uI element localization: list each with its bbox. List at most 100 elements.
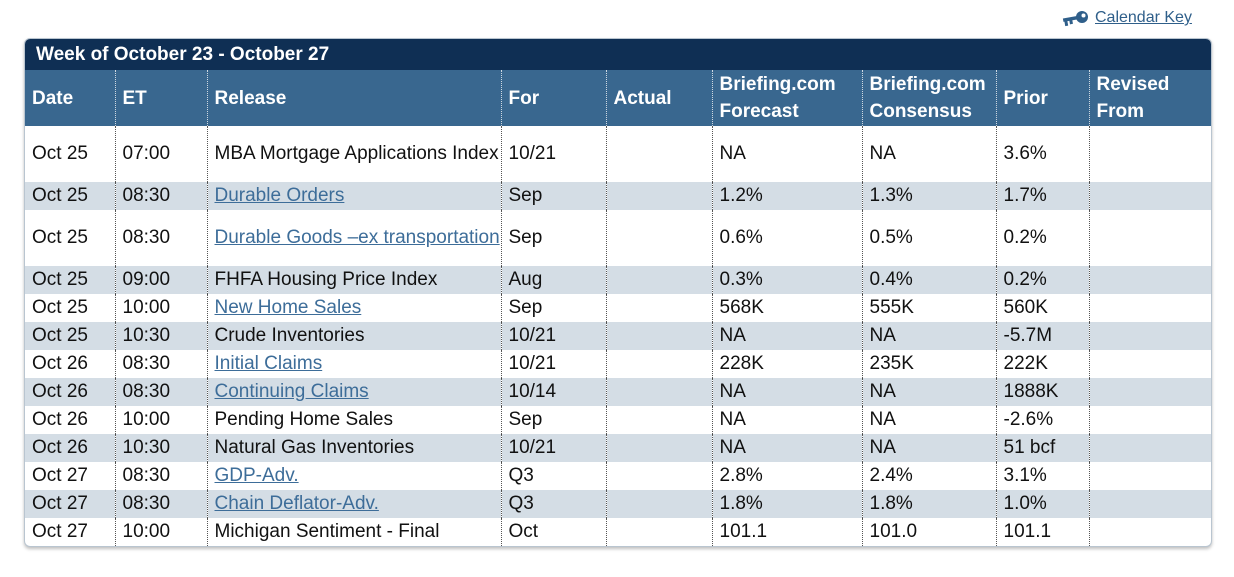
calendar-key-link[interactable]: Calendar Key: [1060, 9, 1192, 27]
cell-consensus: 555K: [861, 294, 996, 322]
cell-consensus: NA: [861, 434, 996, 462]
cell-revised: [1088, 294, 1211, 322]
cell-actual: [605, 126, 712, 182]
table-row: Oct 26 08:30 Continuing Claims 10/14 NA NA 188…: [25, 378, 1211, 406]
cell-et: 09:00: [114, 266, 207, 294]
cell-forecast: NA: [711, 378, 862, 406]
cell-actual: [605, 406, 712, 434]
table-row: Oct 26 08:30 Initial Claims 10/21 228K 235K 22…: [25, 350, 1211, 378]
cell-forecast: NA: [711, 126, 862, 182]
cell-consensus: 0.5%: [861, 210, 996, 266]
cell-consensus: 1.8%: [861, 490, 996, 518]
cell-revised: [1088, 210, 1211, 266]
cell-forecast: 0.6%: [711, 210, 862, 266]
cell-et: 10:30: [114, 322, 207, 350]
cell-for: 10/21: [500, 322, 606, 350]
cell-for: Q3: [500, 462, 606, 490]
cell-for: Sep: [500, 406, 606, 434]
cell-prior: 51 bcf: [995, 434, 1089, 462]
cell-for: 10/14: [500, 378, 606, 406]
cell-release: Chain Deflator-Adv.: [206, 490, 501, 518]
cell-consensus: 235K: [861, 350, 996, 378]
release-link[interactable]: Continuing Claims: [214, 381, 369, 402]
release-link[interactable]: Durable Orders: [214, 185, 345, 206]
cell-consensus: NA: [861, 322, 996, 350]
cell-date: Oct 27: [32, 521, 88, 542]
release-link[interactable]: Durable Goods –ex transportation: [214, 227, 500, 248]
cell-consensus: 101.0: [861, 518, 996, 546]
cell-actual: [605, 266, 712, 294]
cell-prior: 1888K: [995, 378, 1089, 406]
cell-release: Durable Orders: [206, 182, 501, 210]
table-row: Oct 26 10:00 Pending Home Sales Sep NA NA -2.6…: [25, 406, 1211, 434]
cell-release: Durable Goods –ex transportation: [206, 210, 501, 266]
table-row: Oct 25 09:00 FHFA Housing Price Index Aug 0.…: [25, 266, 1211, 294]
cell-release: Pending Home Sales: [206, 406, 501, 434]
cell-for: Sep: [500, 182, 606, 210]
cell-release: Natural Gas Inventories: [206, 434, 501, 462]
cell-actual: [605, 182, 712, 210]
cell-revised: [1088, 350, 1211, 378]
cell-date: Oct 26: [25, 378, 115, 406]
cell-consensus: NA: [861, 378, 996, 406]
header-row: Date ET Release For Actual Briefing.com …: [25, 70, 1211, 126]
economic-calendar-table: Date ET Release For Actual Briefing.com …: [25, 70, 1211, 546]
cell-forecast: 101.1: [711, 518, 862, 546]
release-link[interactable]: Initial Claims: [214, 353, 323, 374]
calendar-key-label[interactable]: Calendar Key: [1095, 9, 1192, 26]
cell-prior: -5.7M: [995, 322, 1089, 350]
col-header-date: Date: [25, 70, 115, 126]
cell-release: GDP-Adv.: [206, 462, 501, 490]
cell-et: 08:30: [114, 490, 207, 518]
cell-date: Oct 26: [32, 409, 88, 430]
cell-prior: 560K: [995, 294, 1089, 322]
cell-revised: [1088, 322, 1211, 350]
cell-actual: [605, 462, 712, 490]
table-row: Oct 25 10:30 Crude Inventories 10/21 NA NA -5.…: [25, 322, 1211, 350]
cell-consensus: 1.3%: [861, 182, 996, 210]
cell-prior: 1.7%: [995, 182, 1089, 210]
cell-actual: [605, 518, 712, 546]
cell-for: Q3: [500, 490, 606, 518]
col-header-for: For: [500, 70, 606, 126]
cell-forecast: NA: [711, 406, 862, 434]
cell-release: Michigan Sentiment - Final: [206, 518, 501, 546]
cell-release: Continuing Claims: [206, 378, 501, 406]
cell-release: New Home Sales: [206, 294, 501, 322]
col-header-actual: Actual: [605, 70, 712, 126]
cell-actual: [605, 210, 712, 266]
table-row: Oct 27 08:30 Chain Deflator-Adv. Q3 1.8% 1.8%…: [25, 490, 1211, 518]
cell-forecast: NA: [711, 434, 862, 462]
cell-revised: [1088, 266, 1211, 294]
col-header-forecast: Briefing.com Forecast: [711, 70, 862, 126]
cell-release: MBA Mortgage Applications Index: [206, 126, 501, 182]
cell-forecast: NA: [711, 322, 862, 350]
cell-prior: 3.1%: [995, 462, 1089, 490]
col-header-release: Release: [206, 70, 501, 126]
cell-et: 10:00: [114, 294, 207, 322]
cell-forecast: 1.8%: [711, 490, 862, 518]
release-link[interactable]: New Home Sales: [214, 297, 362, 318]
cell-forecast: 228K: [711, 350, 862, 378]
cell-actual: [605, 434, 712, 462]
release-link[interactable]: Chain Deflator-Adv.: [214, 493, 379, 514]
cell-date: Oct 25: [25, 322, 115, 350]
cell-prior: 3.6%: [995, 126, 1089, 182]
cell-revised: [1088, 378, 1211, 406]
cell-date: Oct 27: [25, 490, 115, 518]
cell-forecast: 2.8%: [711, 462, 862, 490]
table-row: Oct 25 08:30 Durable Goods –ex transportat…: [25, 210, 1211, 266]
cell-release: Initial Claims: [206, 350, 501, 378]
cell-date: Oct 25: [32, 227, 88, 248]
cell-actual: [605, 350, 712, 378]
table-row: Oct 26 10:30 Natural Gas Inventories 10/21 N…: [25, 434, 1211, 462]
release-link[interactable]: GDP-Adv.: [214, 465, 299, 486]
cell-date: Oct 25: [32, 297, 88, 318]
cell-et: 08:30: [114, 378, 207, 406]
cell-consensus: NA: [861, 406, 996, 434]
cell-revised: [1088, 406, 1211, 434]
col-header-consensus: Briefing.com Consensus: [861, 70, 996, 126]
cell-revised: [1088, 518, 1211, 546]
cell-et: 08:30: [114, 462, 207, 490]
cell-revised: [1088, 182, 1211, 210]
